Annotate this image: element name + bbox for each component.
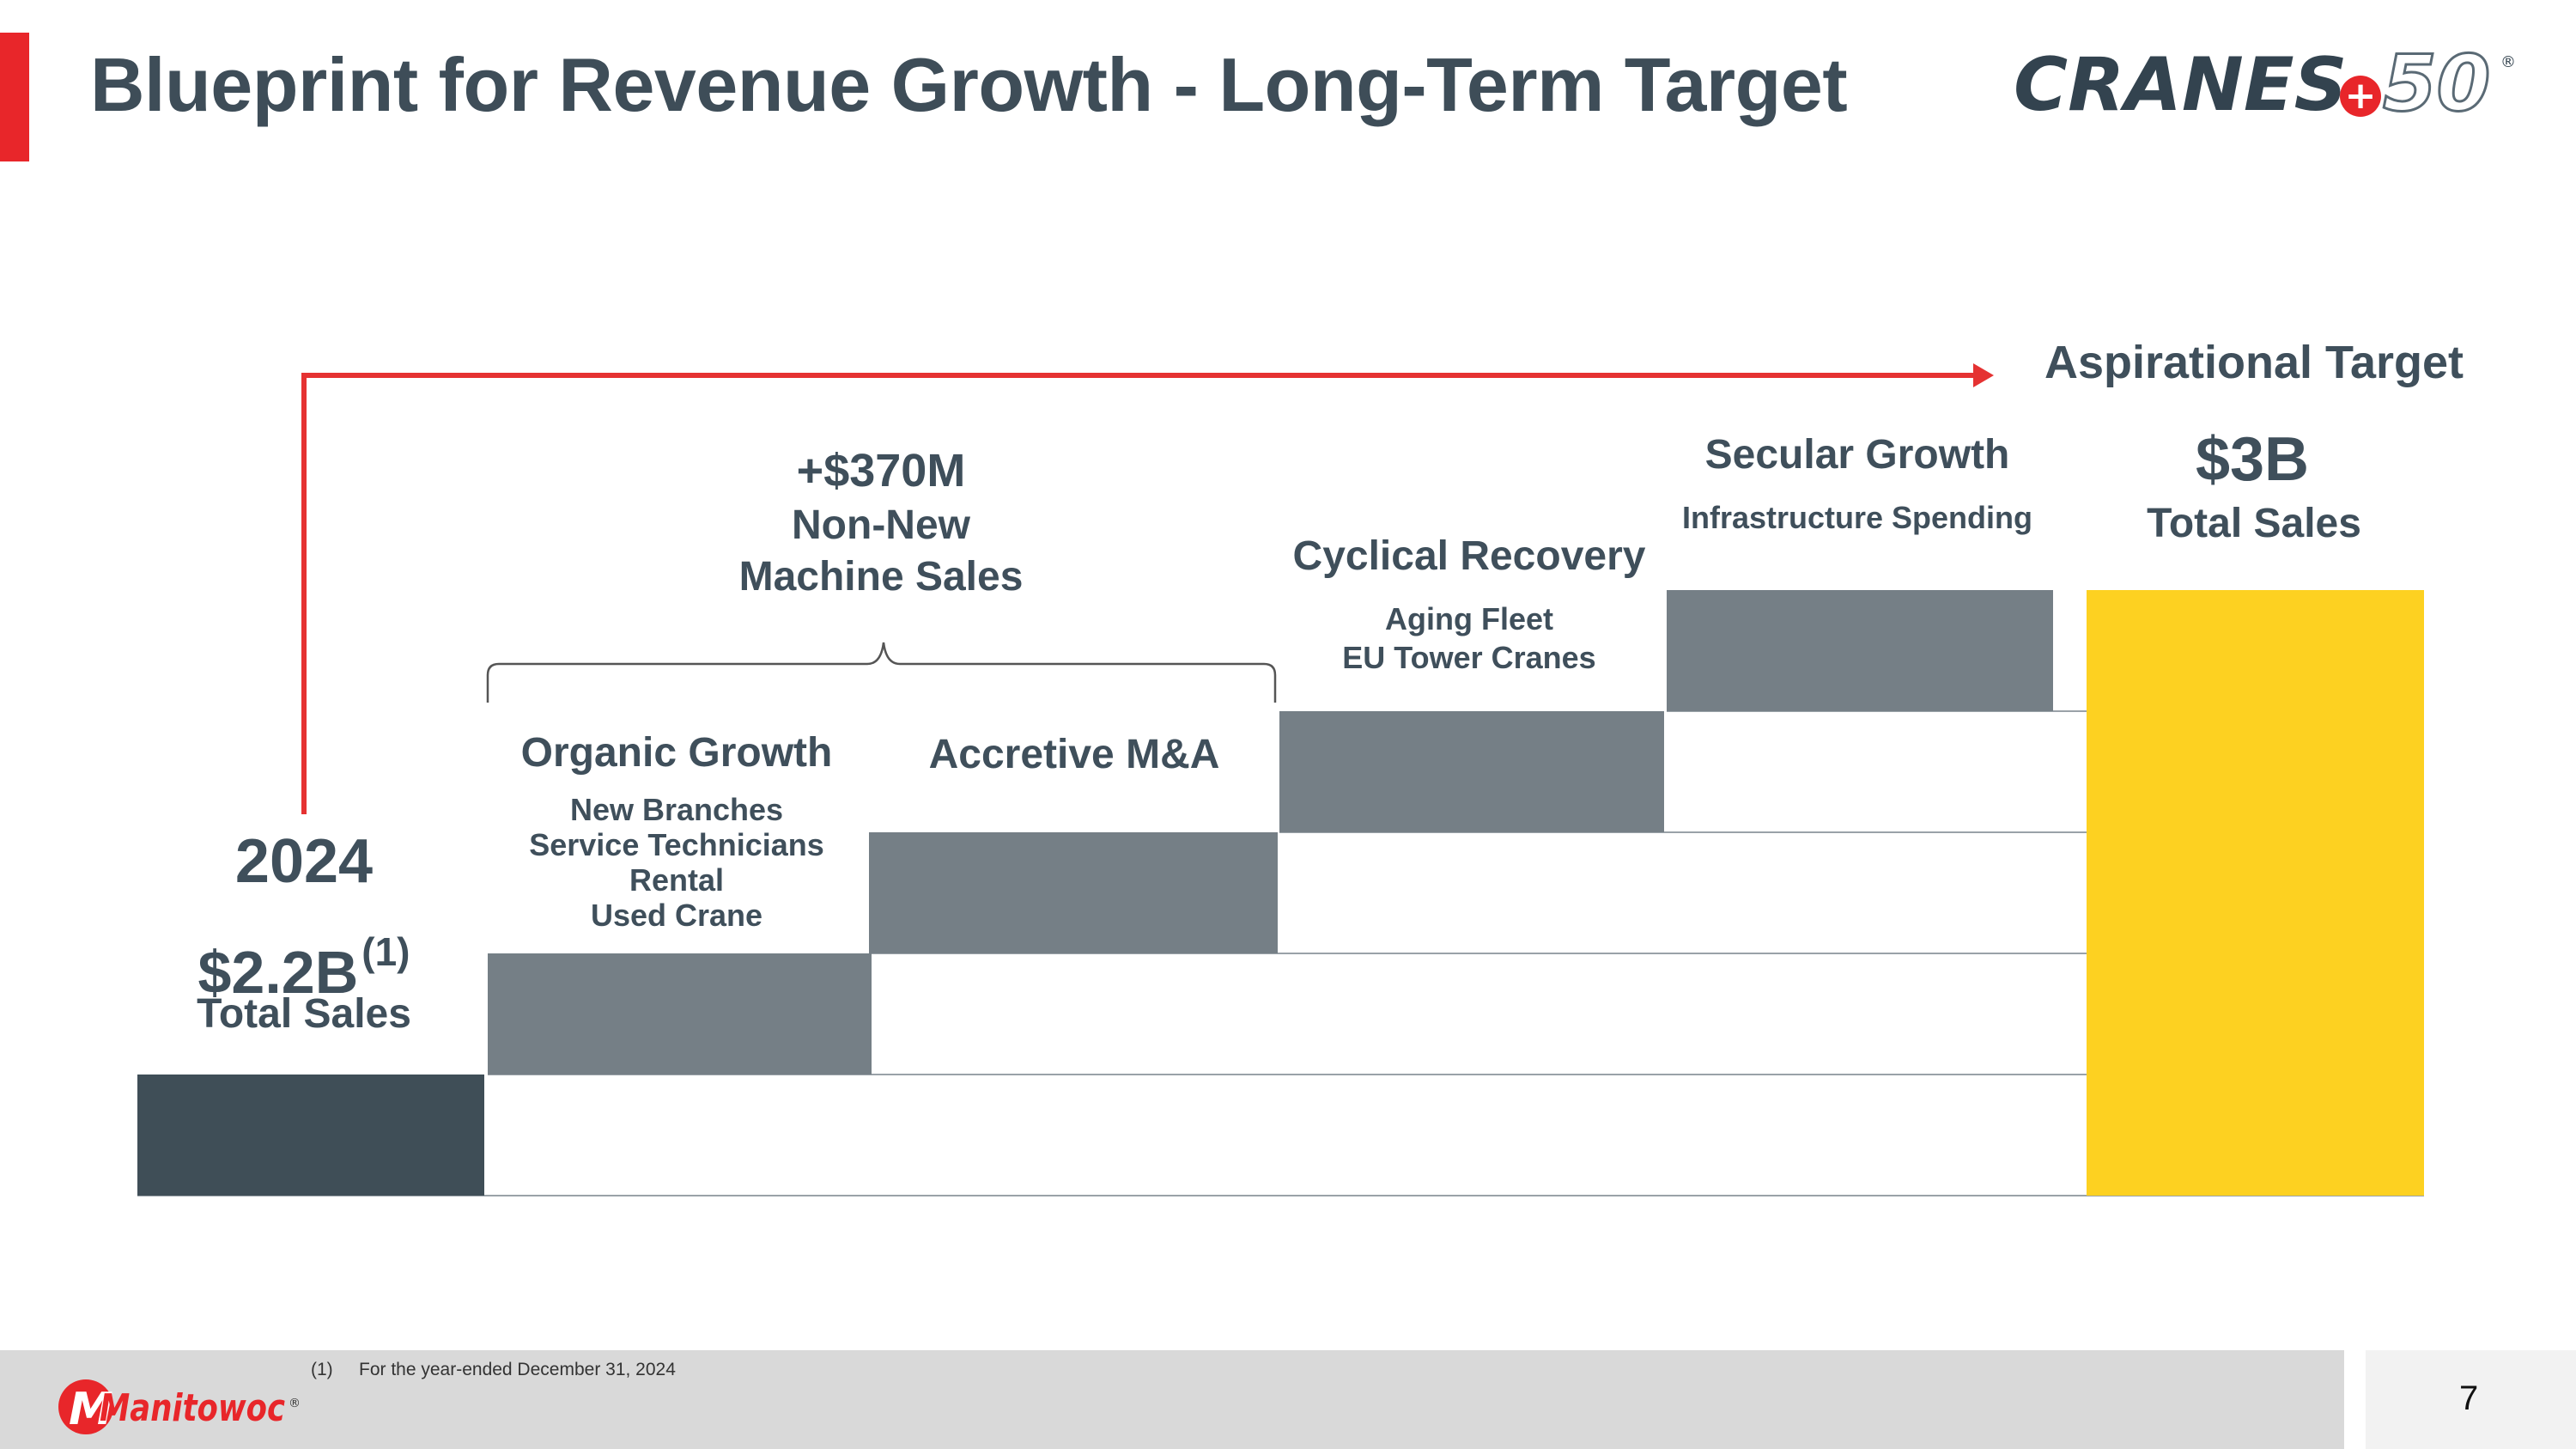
organic-detail-4: Used Crane bbox=[590, 898, 763, 933]
secular-detail-1: Infrastructure Spending bbox=[1681, 500, 2033, 535]
cyclical-detail-2: EU Tower Cranes bbox=[1342, 640, 1596, 675]
target-amount: $3B bbox=[2195, 425, 2310, 494]
brand-reg-mark: ® bbox=[2500, 53, 2516, 71]
cyclical-title: Cyclical Recovery bbox=[1292, 533, 1646, 579]
target-heading: Aspirational Target bbox=[2044, 337, 2464, 388]
mna-title: Accretive M&A bbox=[928, 732, 1220, 777]
chart-decorations bbox=[301, 363, 1994, 814]
organic-detail-3: Rental bbox=[629, 862, 725, 898]
start-amount: $2.2B bbox=[197, 939, 359, 1006]
bracket-brace bbox=[486, 642, 1277, 703]
secular-title: Secular Growth bbox=[1704, 432, 2010, 478]
footer-bar bbox=[0, 1350, 2344, 1449]
company-reg-mark: ® bbox=[289, 1397, 301, 1410]
start-label: Total Sales bbox=[197, 991, 411, 1037]
footnote-text: For the year-ended December 31, 2024 bbox=[359, 1360, 676, 1379]
organic-detail-2: Service Technicians bbox=[529, 827, 824, 862]
organic-detail-1: New Branches bbox=[569, 792, 784, 827]
bar-accretive-m-a bbox=[869, 832, 1278, 953]
logo-circle bbox=[58, 1379, 113, 1434]
page-number-box bbox=[2366, 1350, 2576, 1449]
company-name: Manitowoc bbox=[100, 1386, 285, 1430]
target-label: Total Sales bbox=[2147, 501, 2361, 546]
start-footnote-ref: (1) bbox=[361, 929, 410, 974]
bar-2024 bbox=[137, 1075, 484, 1196]
growth-arrow-head bbox=[1973, 363, 1994, 387]
waterfall-chart bbox=[137, 363, 2424, 1196]
brand-plus: + bbox=[2345, 74, 2377, 118]
brand-number: 50 bbox=[2383, 39, 2490, 129]
brand-plus-circle bbox=[2340, 76, 2381, 117]
bar-secular-growth bbox=[1667, 590, 2053, 711]
start-year: 2024 bbox=[234, 827, 374, 896]
chart-bars bbox=[137, 590, 2424, 1196]
title-accent-bar bbox=[0, 33, 29, 161]
bracket-line-1: Non-New bbox=[792, 502, 970, 548]
bar-organic-growth bbox=[488, 953, 872, 1075]
logo-m: M bbox=[69, 1384, 113, 1435]
cranes-50-logo: CRANES + 50 ® bbox=[2014, 38, 2516, 130]
page-number: 7 bbox=[2459, 1379, 2479, 1417]
organic-details: New Branches Service Technicians Rental … bbox=[529, 792, 824, 933]
brand-name: CRANES bbox=[2014, 42, 2348, 128]
footnote-number: (1) bbox=[311, 1360, 333, 1379]
start-amount-wrap: $2.2B(1) bbox=[197, 915, 410, 1009]
manitowoc-logo: M Manitowoc ® bbox=[58, 1379, 301, 1435]
bracket-amount: +$370M bbox=[796, 445, 966, 496]
cyclical-details: Aging Fleet EU Tower Cranes bbox=[1342, 600, 1595, 677]
growth-arrow-line bbox=[301, 373, 1975, 814]
page-title: Blueprint for Revenue Growth - Long-Term… bbox=[90, 42, 1848, 127]
organic-title: Organic Growth bbox=[520, 730, 833, 776]
bar-aspirational-target bbox=[2087, 590, 2424, 1196]
bracket-line-2: Machine Sales bbox=[738, 554, 1024, 600]
cyclical-detail-1: Aging Fleet bbox=[1384, 601, 1553, 636]
bar-cyclical-recovery bbox=[1279, 711, 1664, 832]
